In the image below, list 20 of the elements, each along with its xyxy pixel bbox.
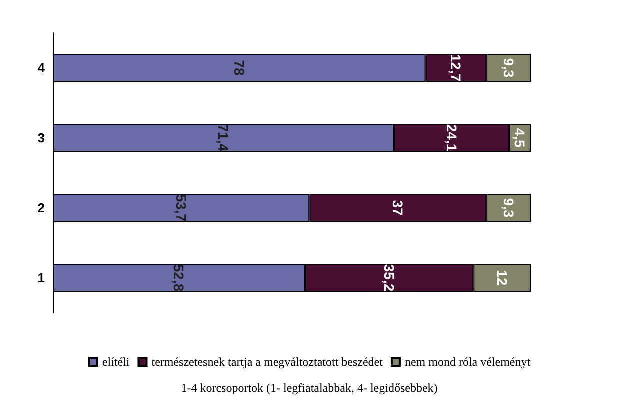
legend-label: elítéli bbox=[102, 355, 130, 369]
data-label: 12 bbox=[494, 270, 510, 286]
y-tick-label: 1 bbox=[38, 270, 45, 286]
data-label: 78 bbox=[231, 60, 248, 76]
data-label: 24,1 bbox=[444, 124, 460, 152]
text: 1-4 korcsoportok (1- legfiatalabbak, 4- legidősebbek) bbox=[181, 381, 438, 395]
y-tick-label: 3 bbox=[38, 130, 45, 146]
data-label: 71,4 bbox=[216, 124, 232, 152]
legend-label: természetesnek tartja a megváltoztatott beszédet bbox=[152, 355, 384, 369]
data-label: 9,3 bbox=[500, 198, 517, 218]
data-label: 4,5 bbox=[512, 128, 528, 148]
data-label: 37 bbox=[390, 200, 406, 216]
data-label: 12,7 bbox=[448, 54, 464, 82]
y-tick-label: 2 bbox=[38, 200, 45, 216]
data-label: 53,7 bbox=[173, 194, 190, 222]
legend-label: nem mond róla véleményt bbox=[404, 355, 532, 369]
y-tick-label: 4 bbox=[38, 60, 46, 76]
data-label: 9,3 bbox=[500, 58, 517, 78]
data-label: 35,2 bbox=[382, 264, 398, 292]
data-label: 52,8 bbox=[171, 264, 188, 292]
